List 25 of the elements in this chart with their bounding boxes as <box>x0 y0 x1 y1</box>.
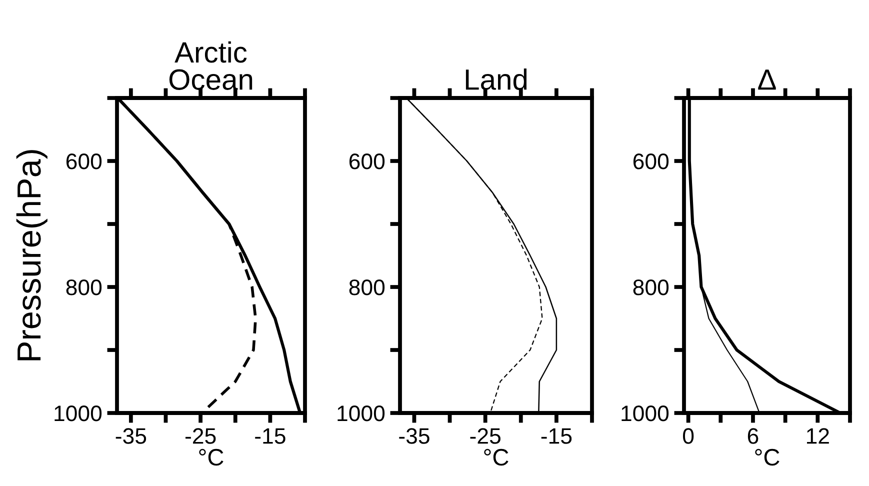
x-axis-title: °C <box>484 448 508 466</box>
x-tick-label: 0 <box>683 428 694 444</box>
x-tick-label: -25 <box>470 428 500 444</box>
y-tick-label: 1000 <box>338 406 385 422</box>
x-tick-label: -35 <box>399 428 430 444</box>
x-tick-label: 6 <box>748 428 758 444</box>
y-tick-label: 1000 <box>622 406 669 422</box>
y-axis-title: Pressure(hPa) <box>16 150 48 360</box>
x-tick-label: -15 <box>541 428 572 444</box>
y-tick-label: 800 <box>66 280 102 296</box>
y-tick-label: 800 <box>349 280 385 296</box>
chart-title: Land <box>466 68 527 90</box>
x-tick-label: -25 <box>185 428 216 444</box>
y-tick-label: 600 <box>66 154 102 170</box>
x-axis-title: °C <box>199 448 224 466</box>
chart-title: Arctic Ocean <box>169 41 252 90</box>
y-tick-label: 800 <box>633 280 669 296</box>
x-axis-title: °C <box>755 448 780 466</box>
x-tick-label: -15 <box>255 428 286 444</box>
x-tick-label: 12 <box>807 428 829 444</box>
y-tick-label: 1000 <box>54 406 102 422</box>
chart-title: Δ <box>758 70 776 90</box>
x-tick-label: -35 <box>116 428 146 444</box>
y-tick-label: 600 <box>633 154 669 170</box>
y-tick-label: 600 <box>349 154 385 170</box>
